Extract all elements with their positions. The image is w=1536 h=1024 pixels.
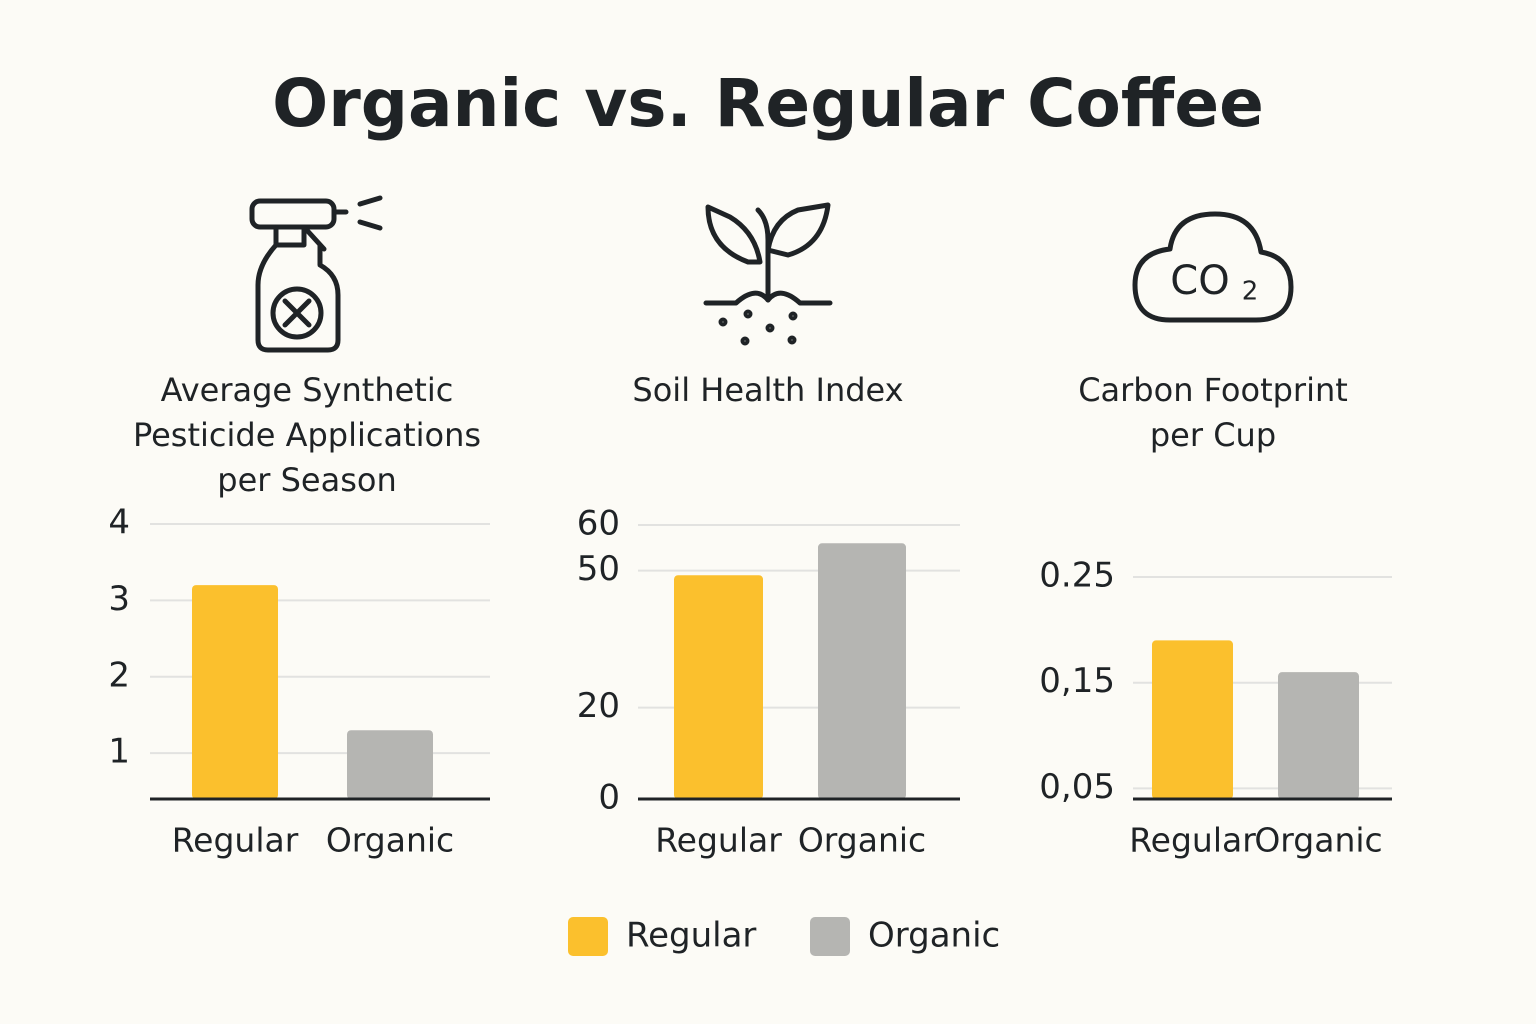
y-tick-label: 0 — [598, 778, 620, 818]
legend-label: Regular — [626, 916, 756, 956]
y-tick-label: 4 — [108, 503, 130, 543]
chart-title: Average Synthetic Pesticide Applications… — [132, 371, 482, 499]
bar — [1152, 640, 1233, 799]
y-tick-label: 0,05 — [1039, 767, 1115, 807]
bar — [1278, 672, 1359, 799]
y-tick-label: 50 — [577, 549, 620, 589]
co2-icon: CO 2 — [1132, 211, 1294, 323]
legend-swatch — [568, 917, 608, 956]
svg-text:2: 2 — [1242, 277, 1259, 307]
y-tick-label: 2 — [108, 655, 130, 695]
spray-icon — [249, 195, 383, 353]
x-tick-label: Organic — [1254, 821, 1382, 860]
bar — [192, 585, 278, 799]
y-tick-label: 3 — [108, 579, 130, 619]
bar — [818, 543, 906, 799]
y-tick-label: 0,15 — [1039, 661, 1115, 701]
bar — [347, 730, 433, 799]
x-tick-label: Organic — [326, 821, 454, 860]
x-tick-label: Regular — [1129, 821, 1256, 860]
bar — [674, 575, 763, 799]
y-tick-label: 60 — [577, 504, 620, 544]
chart-title: Soil Health Index — [632, 371, 904, 409]
x-tick-label: Organic — [798, 821, 926, 860]
x-tick-label: Regular — [655, 821, 782, 860]
x-tick-label: Regular — [172, 821, 299, 860]
chart-title: Carbon Footprint per Cup — [1078, 371, 1348, 454]
y-tick-label: 20 — [577, 686, 620, 726]
svg-text:CO: CO — [1170, 258, 1229, 304]
page-title: Organic vs. Regular Coffee — [272, 65, 1264, 142]
legend-label: Organic — [868, 916, 1000, 956]
y-tick-label: 1 — [108, 732, 130, 772]
y-tick-label: 0.25 — [1039, 556, 1115, 596]
legend-swatch — [810, 917, 850, 956]
plant-icon — [703, 202, 833, 346]
